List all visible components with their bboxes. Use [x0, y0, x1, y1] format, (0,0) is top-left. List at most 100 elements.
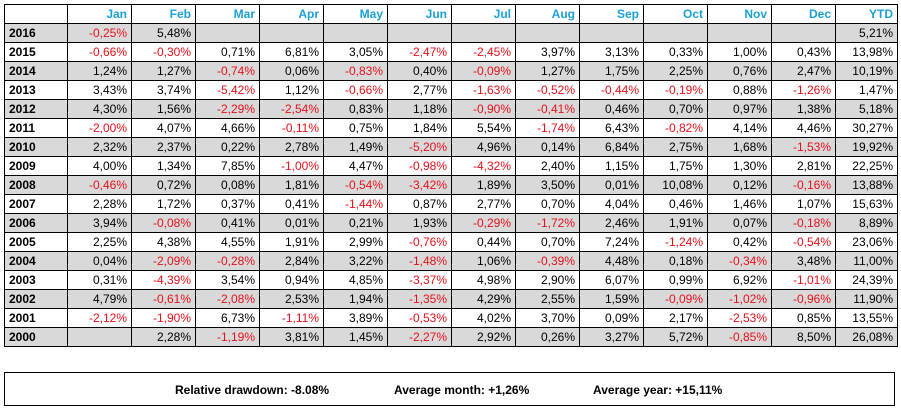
return-cell: 0,26% [515, 327, 580, 347]
return-cell: 3,05% [323, 42, 388, 62]
year-cell: 2016 [4, 23, 68, 43]
return-cell: 0,37% [195, 194, 260, 214]
return-cell: 1,91% [643, 213, 708, 233]
return-cell: 2,78% [259, 137, 324, 157]
return-cell: 1,18% [387, 99, 452, 119]
return-cell: 4,30% [67, 99, 132, 119]
return-cell: -1,90% [131, 308, 196, 328]
return-cell: -2,53% [707, 308, 772, 328]
return-cell: -1,11% [259, 308, 324, 328]
return-cell: 3,13% [579, 42, 644, 62]
return-cell: 4,46% [771, 118, 836, 138]
year-cell: 2011 [4, 118, 68, 138]
return-cell: 3,50% [515, 175, 580, 195]
return-cell: 0,83% [323, 99, 388, 119]
return-cell: 6,84% [579, 137, 644, 157]
year-cell: 2009 [4, 156, 68, 176]
return-cell: 1,24% [67, 61, 132, 81]
table-row: 2013 3,43% 3,74% -5,42% 1,12% -0,66% 2,77% -1,6… [4, 80, 898, 100]
return-cell: 2,25% [643, 61, 708, 81]
return-cell: 1,45% [323, 327, 388, 347]
return-cell: -2,29% [195, 99, 260, 119]
return-cell: -1,74% [515, 118, 580, 138]
year-cell: 2006 [4, 213, 68, 233]
return-cell: 1,56% [131, 99, 196, 119]
return-cell: 7,85% [195, 156, 260, 176]
return-cell: -0,11% [259, 118, 324, 138]
table-row: 2007 2,28% 1,72% 0,37% 0,41% -1,44% 0,87% 2,77%… [4, 194, 898, 214]
return-cell: 1,94% [323, 289, 388, 309]
return-cell: -1,44% [323, 194, 388, 214]
return-cell: -0,08% [131, 213, 196, 233]
return-cell: 0,70% [515, 194, 580, 214]
average-year-label: Average year: +15,11% [593, 383, 723, 397]
ytd-cell: 22,25% [835, 156, 898, 176]
year-cell: 2003 [4, 270, 68, 290]
ytd-cell: 13,98% [835, 42, 898, 62]
return-cell: -2,54% [259, 99, 324, 119]
return-cell: -1,48% [387, 251, 452, 271]
column-header-nov: Nov [707, 4, 772, 24]
year-cell: 2005 [4, 232, 68, 252]
return-cell: -4,32% [451, 156, 516, 176]
return-cell: 1,34% [131, 156, 196, 176]
return-cell: -0,52% [515, 80, 580, 100]
return-cell: -2,45% [451, 42, 516, 62]
return-cell: 1,75% [579, 61, 644, 81]
return-cell: 5,72% [643, 327, 708, 347]
return-cell: 2,47% [771, 61, 836, 81]
return-cell [323, 23, 388, 43]
return-cell: 2,84% [259, 251, 324, 271]
return-cell: -0,90% [451, 99, 516, 119]
column-header-feb: Feb [131, 4, 196, 24]
return-cell: -3,37% [387, 270, 452, 290]
column-header-oct: Oct [643, 4, 708, 24]
table-row: 2011 -2,00% 4,07% 4,66% -0,11% 0,75% 1,84% 5,54… [4, 118, 898, 138]
return-cell: 0,21% [323, 213, 388, 233]
year-cell: 2012 [4, 99, 68, 119]
return-cell: -2,27% [387, 327, 452, 347]
return-cell: -3,42% [387, 175, 452, 195]
return-cell: 0,06% [259, 61, 324, 81]
ytd-cell: 15,63% [835, 194, 898, 214]
return-cell: -0,44% [579, 80, 644, 100]
year-cell: 2007 [4, 194, 68, 214]
return-cell [771, 23, 836, 43]
return-cell: 1,49% [323, 137, 388, 157]
return-cell: 2,28% [67, 194, 132, 214]
header-row: Jan Feb Mar Apr May Jun Jul Aug Sep Oct … [4, 4, 898, 24]
return-cell: -0,16% [771, 175, 836, 195]
year-cell: 2008 [4, 175, 68, 195]
return-cell: 0,70% [643, 99, 708, 119]
return-cell [579, 23, 644, 43]
return-cell: -0,29% [451, 213, 516, 233]
return-cell: 3,94% [67, 213, 132, 233]
return-cell: 3,74% [131, 80, 196, 100]
return-cell: 4,07% [131, 118, 196, 138]
return-cell: -0,83% [323, 61, 388, 81]
year-cell: 2002 [4, 289, 68, 309]
return-cell: 0,88% [707, 80, 772, 100]
return-cell: 1,00% [707, 42, 772, 62]
table-row: 2016 -0,25% 5,48% 5,21% [4, 23, 898, 43]
column-header-apr: Apr [259, 4, 324, 24]
table-row: 2012 4,30% 1,56% -2,29% -2,54% 0,83% 1,18% -0,9… [4, 99, 898, 119]
return-cell: 4,55% [195, 232, 260, 252]
return-cell: 0,41% [195, 213, 260, 233]
year-cell: 2013 [4, 80, 68, 100]
return-cell: -0,66% [67, 42, 132, 62]
year-cell: 2014 [4, 61, 68, 81]
return-cell: -0,09% [451, 61, 516, 81]
return-cell: 0,09% [579, 308, 644, 328]
return-cell: -0,09% [643, 289, 708, 309]
return-cell: -0,41% [515, 99, 580, 119]
return-cell: 2,92% [451, 327, 516, 347]
return-cell [67, 327, 132, 347]
return-cell: 8,50% [771, 327, 836, 347]
return-cell: -0,82% [643, 118, 708, 138]
return-cell: 2,46% [579, 213, 644, 233]
return-cell: -0,34% [707, 251, 772, 271]
return-cell: 2,77% [387, 80, 452, 100]
monthly-returns-table: Jan Feb Mar Apr May Jun Jul Aug Sep Oct … [4, 4, 898, 347]
corner-cell [4, 4, 68, 24]
